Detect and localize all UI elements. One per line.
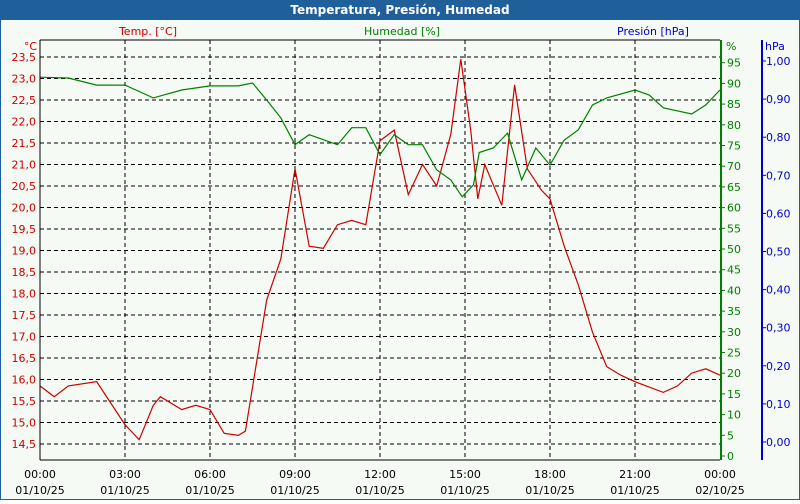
x-tick-date: 01/10/25: [525, 484, 574, 497]
humidity-tick-label: 30: [727, 326, 741, 339]
pressure-axis-title: Presión [hPa]: [617, 25, 689, 38]
chart-background: [1, 20, 799, 499]
pressure-tick-label: 0,10: [766, 398, 791, 411]
x-tick-date: 01/10/25: [355, 484, 404, 497]
pressure-tick-label: 0,60: [766, 207, 791, 220]
temp-tick-label: 15,5: [12, 395, 37, 408]
x-tick-time: 15:00: [449, 468, 481, 481]
temp-tick-label: 15,0: [12, 417, 37, 430]
x-tick-time: 12:00: [364, 468, 396, 481]
x-tick-time: 03:00: [109, 468, 141, 481]
x-tick-time: 00:00: [24, 468, 56, 481]
humidity-tick-label: 55: [727, 222, 741, 235]
x-tick-date: 02/10/25: [695, 484, 744, 497]
pressure-tick-label: 0,30: [766, 322, 791, 335]
humidity-tick-label: 0: [727, 450, 734, 463]
humidity-tick-label: 40: [727, 284, 741, 297]
temp-unit: °C: [24, 40, 38, 53]
humidity-tick-label: 60: [727, 202, 741, 215]
temp-tick-label: 21,0: [12, 159, 37, 172]
pressure-tick-label: 0,70: [766, 169, 791, 182]
x-tick-time: 18:00: [534, 468, 566, 481]
humidity-tick-label: 75: [727, 140, 741, 153]
window-title: Temperatura, Presión, Humedad: [290, 3, 509, 17]
temp-tick-label: 19,0: [12, 245, 37, 258]
temp-tick-label: 17,5: [12, 309, 37, 322]
humidity-tick-label: 45: [727, 264, 741, 277]
humidity-tick-label: 15: [727, 388, 741, 401]
temp-tick-label: 20,5: [12, 180, 37, 193]
temp-tick-label: 23,0: [12, 73, 37, 86]
pressure-tick-label: 0,90: [766, 93, 791, 106]
humidity-tick-label: 20: [727, 367, 741, 380]
temp-tick-label: 16,5: [12, 352, 37, 365]
temp-tick-label: 22,5: [12, 94, 37, 107]
x-tick-date: 01/10/25: [270, 484, 319, 497]
pressure-tick-label: 1,00: [766, 55, 791, 68]
temp-tick-label: 16,0: [12, 374, 37, 387]
temp-tick-label: 19,5: [12, 223, 37, 236]
x-tick-date: 01/10/25: [185, 484, 234, 497]
humidity-tick-label: 70: [727, 160, 741, 173]
x-tick-date: 01/10/25: [100, 484, 149, 497]
x-tick-time: 09:00: [279, 468, 311, 481]
humidity-axis-title: Humedad [%]: [364, 25, 440, 38]
humidity-tick-label: 10: [727, 409, 741, 422]
x-tick-date: 01/10/25: [610, 484, 659, 497]
humidity-tick-label: 50: [727, 243, 741, 256]
pressure-tick-label: 0,40: [766, 284, 791, 297]
humidity-tick-label: 80: [727, 119, 741, 132]
pressure-tick-label: 0,20: [766, 360, 791, 373]
x-tick-date: 01/10/25: [15, 484, 64, 497]
temp-tick-label: 20,0: [12, 202, 37, 215]
humidity-tick-label: 25: [727, 347, 741, 360]
humidity-tick-label: 85: [727, 98, 741, 111]
x-tick-time: 21:00: [619, 468, 651, 481]
temp-tick-label: 17,0: [12, 331, 37, 344]
humidity-tick-label: 90: [727, 77, 741, 90]
humidity-unit: %: [726, 40, 736, 53]
pressure-tick-label: 0,00: [766, 436, 791, 449]
temp-tick-label: 18,5: [12, 266, 37, 279]
humidity-tick-label: 65: [727, 181, 741, 194]
temp-axis-title: Temp. [°C]: [118, 25, 177, 38]
x-tick-date: 01/10/25: [440, 484, 489, 497]
humidity-tick-label: 35: [727, 305, 741, 318]
temp-tick-label: 22,0: [12, 116, 37, 129]
x-tick-time: 00:00: [704, 468, 736, 481]
temp-tick-label: 18,0: [12, 288, 37, 301]
temp-tick-label: 21,5: [12, 137, 37, 150]
humidity-tick-label: 5: [727, 429, 734, 442]
temp-tick-label: 14,5: [12, 438, 37, 451]
pressure-unit: hPa: [765, 40, 785, 53]
pressure-tick-label: 0,50: [766, 246, 791, 259]
pressure-tick-label: 0,80: [766, 131, 791, 144]
humidity-tick-label: 95: [727, 57, 741, 70]
temp-series-line: [39, 59, 721, 441]
temp-tick-label: 23,5: [12, 51, 37, 64]
x-tick-time: 06:00: [194, 468, 226, 481]
humidity-series-line: [39, 76, 721, 198]
